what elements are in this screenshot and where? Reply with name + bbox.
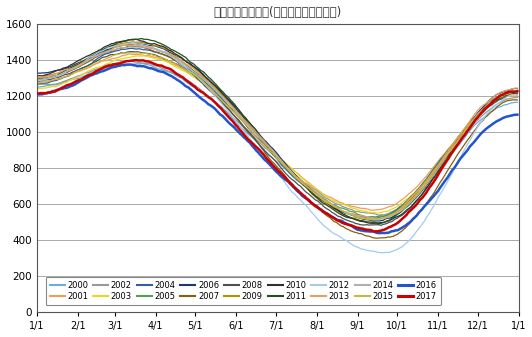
Legend: 2000, 2001, 2002, 2003, 2004, 2005, 2006, 2007, 2008, 2009, 2010, 2011, 2012, 20: 2000, 2001, 2002, 2003, 2004, 2005, 2006…: [46, 277, 441, 305]
Title: 北極海の海氷面積(万平方キロメートル): 北極海の海氷面積(万平方キロメートル): [213, 5, 342, 19]
